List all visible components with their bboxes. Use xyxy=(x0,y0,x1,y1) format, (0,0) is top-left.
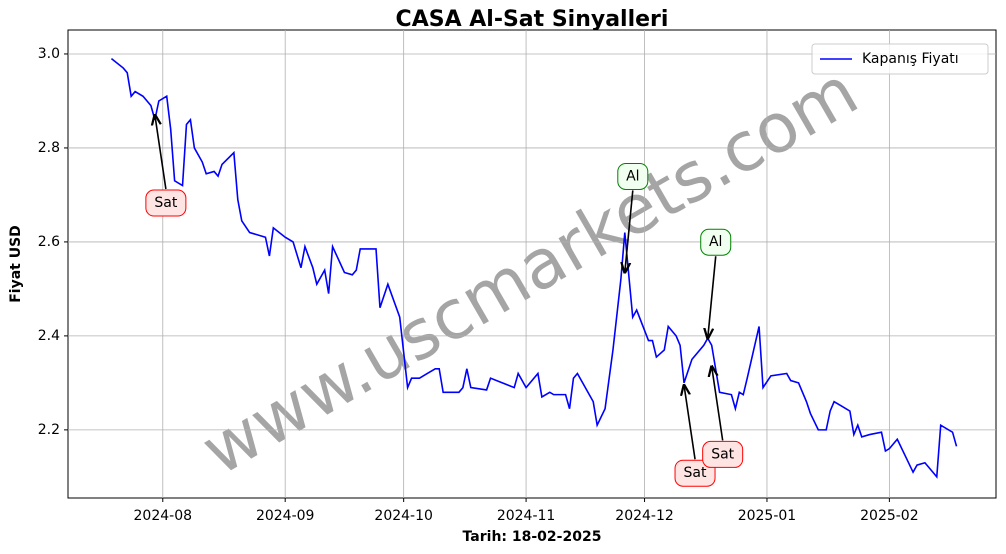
chart-title: CASA Al-Sat Sinyalleri xyxy=(396,7,669,32)
y-tick-label: 2.4 xyxy=(38,328,60,344)
x-tick-label: 2025-02 xyxy=(860,508,919,524)
x-tick-label: 2024-09 xyxy=(256,508,315,524)
x-tick-label: 2025-01 xyxy=(738,508,797,524)
annotation-arrow xyxy=(712,366,724,441)
y-axis-label: Fiyat USD xyxy=(8,225,24,303)
annotation-box xyxy=(702,440,744,468)
annotation-box xyxy=(700,228,732,256)
y-tick-label: 2.6 xyxy=(38,234,60,250)
price-line xyxy=(110,58,958,479)
annotation-box xyxy=(145,189,187,217)
annotation-arrow xyxy=(708,256,717,338)
annotation-box xyxy=(617,162,649,190)
legend-label: Kapanış Fiyatı xyxy=(862,51,959,67)
annotation-arrow xyxy=(684,385,696,460)
watermark: www.uscmarkets.com xyxy=(189,52,871,491)
x-tick-label: 2024-08 xyxy=(134,508,193,524)
x-axis-label: Tarih: 18-02-2025 xyxy=(463,529,602,545)
y-tick-label: 2.2 xyxy=(38,422,60,438)
y-tick-label: 3.0 xyxy=(38,46,60,62)
x-tick-label: 2024-11 xyxy=(497,508,556,524)
annotation-label: Sat xyxy=(711,446,734,462)
x-tick-label: 2024-12 xyxy=(615,508,674,524)
legend-box xyxy=(811,43,989,75)
annotation-arrow xyxy=(155,115,167,190)
annotation-label: Al xyxy=(626,168,639,184)
annotation-label: Sat xyxy=(154,195,177,211)
y-tick-label: 2.8 xyxy=(38,140,60,156)
annotation-label: Sat xyxy=(684,465,707,481)
x-tick-label: 2024-10 xyxy=(374,508,433,524)
annotation-box xyxy=(674,459,716,487)
annotation-arrow xyxy=(625,190,634,272)
plot-frame xyxy=(67,29,997,499)
annotation-label: Al xyxy=(709,234,722,250)
